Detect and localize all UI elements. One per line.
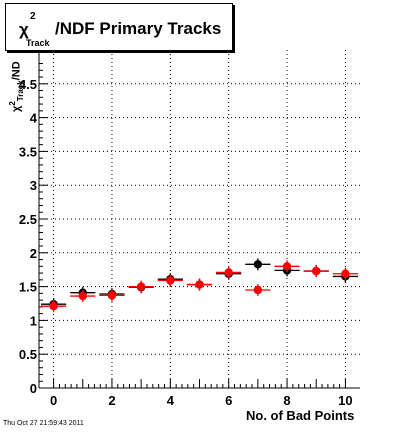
data-point xyxy=(282,262,292,271)
ylabel-chi-symbol: χ xyxy=(10,105,23,112)
title-subscript: Track xyxy=(26,38,50,48)
ylabel-subscript: Track xyxy=(15,80,25,102)
data-point xyxy=(195,280,204,289)
ylabel-text: /ND xyxy=(10,61,23,81)
x-tick-label: 8 xyxy=(283,393,290,408)
chart-title: χ 2 Track /NDF Primary Tracks xyxy=(5,3,233,51)
ylabel-superscript: 2 xyxy=(8,101,17,106)
data-point xyxy=(78,291,87,301)
series-1 xyxy=(41,260,358,313)
y-tick-label: 4.5 xyxy=(19,77,37,92)
data-point xyxy=(136,282,146,291)
data-point xyxy=(312,266,321,276)
tick-marks xyxy=(39,63,346,389)
y-tick-label: 1 xyxy=(30,313,37,328)
tick-labels: 0 2 4 6 8 10 0 0.5 1 1.5 2 2.5 3 3.5 4 4.5 xyxy=(19,77,353,408)
data-series xyxy=(41,258,358,313)
y-tick-label: 3.5 xyxy=(19,144,37,159)
y-tick-label: 2.5 xyxy=(19,212,37,227)
data-point xyxy=(224,268,233,277)
data-point xyxy=(341,269,350,278)
y-tick-label: 4 xyxy=(30,111,38,126)
timestamp-footer: Thu Oct 27 21:59:43 2011 xyxy=(3,420,84,427)
x-tick-label: 10 xyxy=(338,393,352,408)
data-point xyxy=(49,302,58,311)
y-tick-label: 0 xyxy=(30,381,37,396)
x-axis-label: No. of Bad Points xyxy=(246,408,355,423)
data-point xyxy=(253,260,263,269)
title-text: /NDF Primary Tracks xyxy=(55,19,222,38)
title-superscript: 2 xyxy=(30,11,36,22)
data-point xyxy=(253,285,263,295)
y-tick-label: 1.5 xyxy=(19,280,37,295)
x-tick-label: 0 xyxy=(50,393,57,408)
title-chi-symbol: χ xyxy=(19,20,29,39)
x-tick-label: 6 xyxy=(225,393,232,408)
grid xyxy=(39,50,360,389)
data-point xyxy=(166,276,175,285)
y-tick-label: 2 xyxy=(30,246,37,261)
y-tick-label: 3 xyxy=(30,178,37,193)
y-tick-label: 0.5 xyxy=(19,347,37,362)
x-tick-label: 2 xyxy=(108,393,115,408)
x-tick-label: 4 xyxy=(167,393,175,408)
data-point xyxy=(107,291,117,300)
y-axis-label: χ2Track/ND xyxy=(8,61,25,112)
